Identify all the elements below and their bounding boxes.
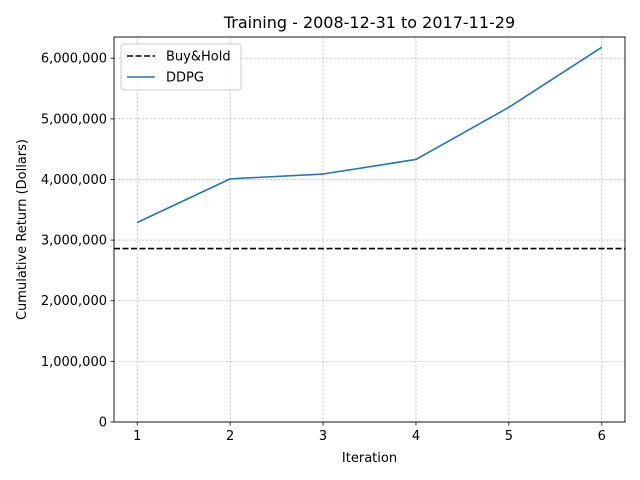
y-tick-label: 1,000,000 [41,355,107,370]
x-tick-label: 3 [319,429,327,444]
grid [114,37,625,423]
legend-label-ddpg: DDPG [166,71,204,86]
y-axis-title: Cumulative Return (Dollars) [15,139,30,320]
x-tick-label: 4 [412,429,420,444]
x-axis-ticks: 1 2 3 4 5 6 [133,422,606,444]
series-layer [114,46,625,250]
x-axis-title: Iteration [342,451,397,466]
y-tick-label: 3,000,000 [41,234,107,249]
y-tick-label: 2,000,000 [41,294,107,309]
y-tick-label: 0 [99,416,107,431]
legend-label-buy-hold: Buy&Hold [166,50,231,65]
series-line-ddpg [136,46,603,224]
x-tick-label: 5 [505,429,513,444]
y-tick-label: 5,000,000 [41,112,107,127]
legend-box [120,43,242,91]
plot-frame [113,36,626,423]
legend: Buy&Hold DDPG [120,43,242,91]
x-tick-label: 1 [133,429,141,444]
x-tick-label: 2 [226,429,234,444]
chart-title: Training - 2008-12-31 to 2017-11-29 [223,13,515,32]
y-axis-ticks: 0 1,000,000 2,000,000 3,000,000 4,000,000 5,0… [41,52,114,431]
x-tick-label: 6 [598,429,606,444]
y-tick-label: 4,000,000 [41,173,107,188]
y-tick-label: 6,000,000 [41,52,107,67]
